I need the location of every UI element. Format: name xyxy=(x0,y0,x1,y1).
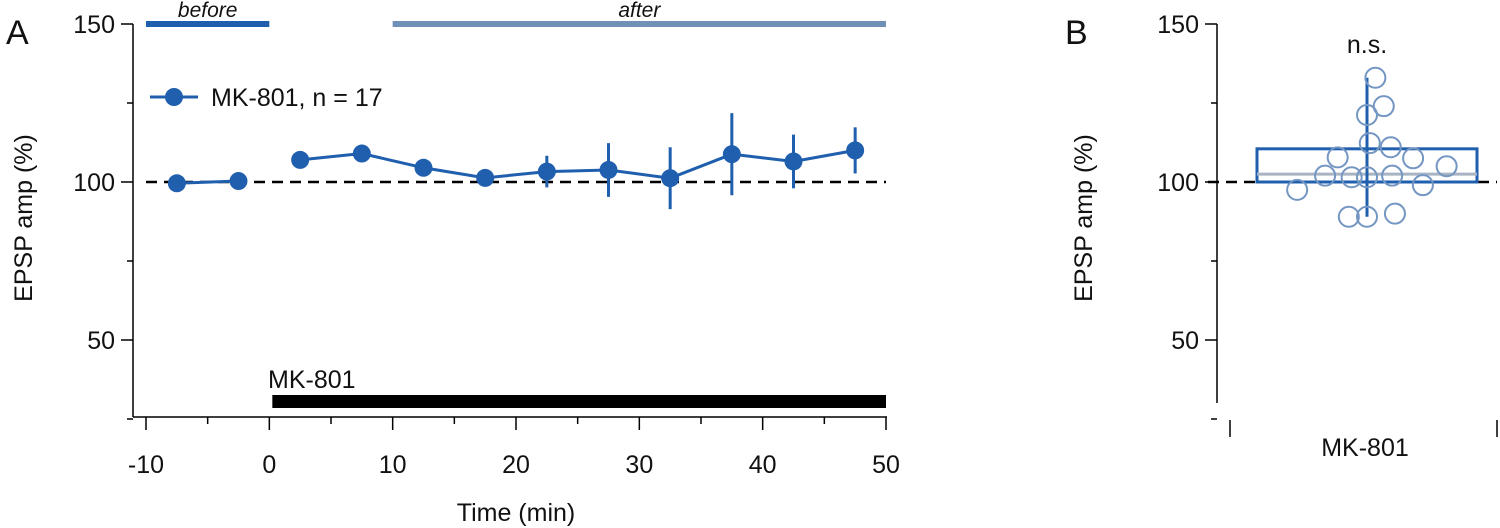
legend-label: MK-801, n = 17 xyxy=(211,84,383,112)
individual-cell-point xyxy=(1364,66,1387,89)
series-line-before xyxy=(176,179,239,185)
panel-b-y-tick-label: 100 xyxy=(1157,169,1199,197)
individual-cell-point xyxy=(1326,146,1349,169)
panel-a-y-tick-label: 100 xyxy=(73,169,115,197)
panel-a-y-tick-label: 50 xyxy=(87,327,115,355)
panel-a-x-tick-label: 0 xyxy=(262,451,276,479)
individual-cell-point xyxy=(1435,155,1458,178)
individual-cell-point xyxy=(1411,174,1434,197)
individual-cell-point xyxy=(1356,104,1378,127)
individual-cell-point xyxy=(1337,205,1360,228)
significance-annotation: n.s. xyxy=(1347,31,1387,59)
individual-cell-point xyxy=(1381,164,1404,187)
individual-cell-point xyxy=(1314,164,1337,187)
individual-cell-point xyxy=(1340,166,1363,189)
panel-a-marks: before after xyxy=(146,0,886,408)
panel-b-y-axis-title: EPSP amp (%) xyxy=(1070,134,1098,302)
panel-a-x-axis-title: Time (min) xyxy=(457,499,576,527)
panel-label-b: B xyxy=(1065,14,1088,52)
data-point xyxy=(352,144,371,163)
data-point xyxy=(414,158,433,177)
data-point xyxy=(599,160,618,179)
data-point xyxy=(167,174,186,193)
panel-a-x-tick-label: 40 xyxy=(749,451,777,479)
individual-cell-point xyxy=(1383,202,1406,225)
legend-marker xyxy=(165,88,183,106)
data-point xyxy=(476,168,495,187)
panel-b-axes: 50 100 150 xyxy=(1157,11,1498,437)
data-point xyxy=(846,141,865,160)
panel-a-x-tick-label: 50 xyxy=(872,451,900,479)
period-label-after: after xyxy=(618,0,661,22)
drug-bar-label: MK-801 xyxy=(268,366,356,394)
panel-a-y-tick-label: 150 xyxy=(73,11,115,39)
panel-a-x-tick-label: 20 xyxy=(502,451,530,479)
individual-cell-point xyxy=(1402,147,1425,170)
panel-b-category-label: MK-801 xyxy=(1321,434,1409,462)
data-point xyxy=(784,152,803,171)
panel-a-axes: 50 100 150 -10 0 10 20 30 40 50 xyxy=(73,11,900,479)
individual-cell-point xyxy=(1379,136,1402,159)
panel-b-y-tick-label: 150 xyxy=(1157,11,1199,39)
data-point xyxy=(229,172,248,191)
panel-a-x-tick-label: 30 xyxy=(625,451,653,479)
individual-cell-point xyxy=(1356,166,1378,189)
period-label-before: before xyxy=(178,0,238,22)
panel-a-x-tick-label: -10 xyxy=(128,451,164,479)
data-point xyxy=(661,169,680,188)
data-point xyxy=(537,162,556,181)
drug-application-bar xyxy=(272,395,886,408)
individual-cell-point xyxy=(1286,178,1309,201)
series-line-after xyxy=(300,148,856,180)
data-point xyxy=(291,150,310,169)
data-point xyxy=(722,145,741,164)
individual-cell-point xyxy=(1372,95,1395,118)
panel-a-y-axis-title: EPSP amp (%) xyxy=(10,134,38,302)
panel-label-a: A xyxy=(6,14,29,52)
individual-cell-point xyxy=(1356,205,1378,228)
panel-b-marks xyxy=(1208,66,1497,228)
panel-b-y-tick-label: 50 xyxy=(1171,327,1199,355)
panel-a-x-tick-label: 10 xyxy=(379,451,407,479)
individual-cell-point xyxy=(1358,132,1381,155)
